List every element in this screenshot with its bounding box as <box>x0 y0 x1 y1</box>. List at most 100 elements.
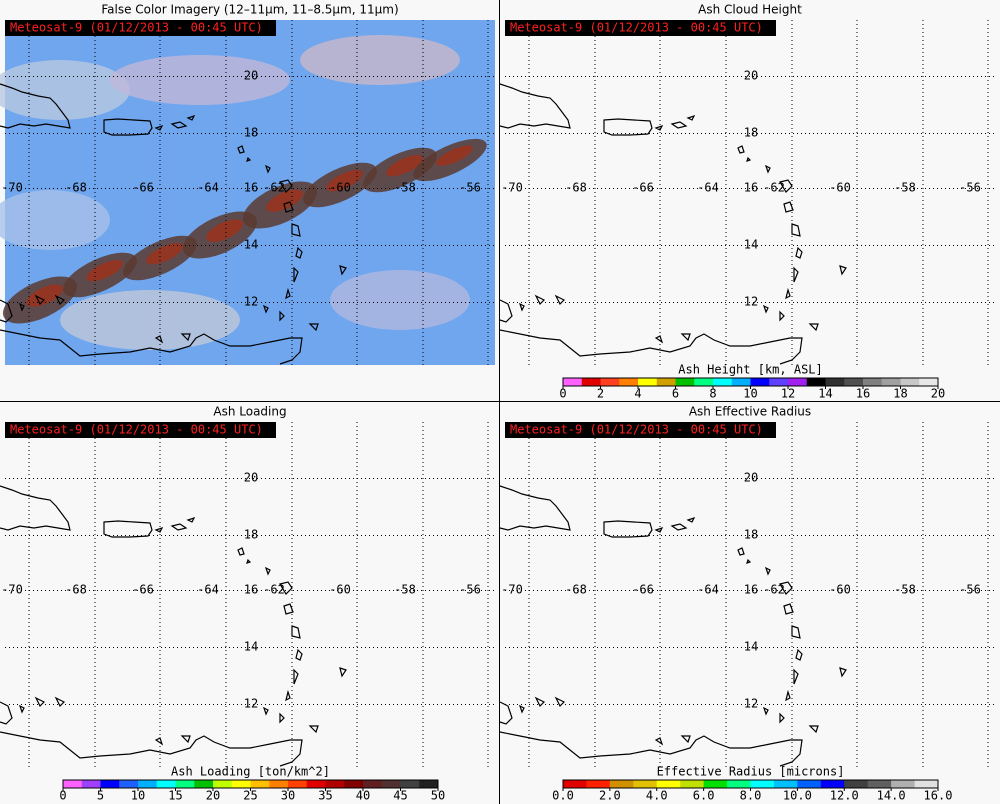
colorbar-tick-label: 10 <box>743 387 757 401</box>
coastline <box>0 485 347 767</box>
panel-title: Ash Loading <box>213 405 286 419</box>
colorbar-segment <box>400 780 420 788</box>
lat-label: 12 <box>244 697 258 711</box>
lat-label: 18 <box>244 528 258 542</box>
colorbar-tick-label: 40 <box>356 789 370 803</box>
colorbar-segment <box>306 780 326 788</box>
colorbar-segment <box>694 378 714 386</box>
colorbar-tick-label: 0 <box>559 387 566 401</box>
lon-label: -62 <box>763 181 785 195</box>
colorbar-segment <box>419 780 439 788</box>
colorbar-tick-label: 10.0 <box>783 789 812 803</box>
lon-label: -60 <box>329 181 351 195</box>
colorbar-segment <box>820 780 845 788</box>
cloud <box>0 190 110 250</box>
lat-label: 20 <box>244 471 258 485</box>
colorbar-tick-label: 2 <box>597 387 604 401</box>
lon-label: -58 <box>394 583 416 597</box>
lon-label: -62 <box>263 583 285 597</box>
lon-label: -64 <box>697 583 719 597</box>
coastline <box>499 485 847 767</box>
lon-label: -66 <box>632 181 654 195</box>
colorbar-segment <box>656 378 676 386</box>
lon-label: -58 <box>394 181 416 195</box>
lon-label: -56 <box>959 181 981 195</box>
lon-label: -66 <box>132 181 154 195</box>
colorbar-tick-label: 16 <box>856 387 870 401</box>
colorbar-segment <box>619 378 639 386</box>
colorbar-segment <box>231 780 251 788</box>
panel: False Color Imagery (12–11μm, 11–8.5μm, … <box>0 3 495 365</box>
lon-label: -70 <box>501 583 523 597</box>
colorbar-tick-label: 10 <box>131 789 145 803</box>
colorbar-segment <box>680 780 704 788</box>
lat-label: 12 <box>744 295 758 309</box>
colorbar-label: Ash Height [km, ASL] <box>678 363 823 377</box>
colorbar-segment <box>788 378 808 386</box>
lon-label: -58 <box>894 583 916 597</box>
colorbar-tick-label: 8.0 <box>740 789 762 803</box>
lon-label: -56 <box>459 583 481 597</box>
colorbar-segment <box>703 780 728 788</box>
panel-title: Ash Cloud Height <box>698 3 802 17</box>
lat-label: 14 <box>244 238 258 252</box>
colorbar-tick-label: 2.0 <box>599 789 621 803</box>
colorbar-segment <box>288 780 308 788</box>
colorbar-segment <box>881 378 901 386</box>
stamp: Meteosat-9 (01/12/2013 - 00:45 UTC) <box>510 423 763 437</box>
cloud <box>110 55 290 105</box>
ash-core <box>26 284 64 307</box>
colorbar-segment <box>727 780 751 788</box>
colorbar-tick-label: 30 <box>281 789 295 803</box>
panel: Ash Loading -70 -68 -66 -64 -62 -60 -58 -56 20 18 1… <box>0 405 495 803</box>
colorbar-segment <box>269 780 289 788</box>
lon-label: -62 <box>763 583 785 597</box>
colorbar-segment <box>769 378 789 386</box>
lon-label: -68 <box>565 181 587 195</box>
lat-label: 16 <box>244 181 258 195</box>
colorbar-tick-label: 18 <box>893 387 907 401</box>
colorbar-tick-label: 4.0 <box>646 789 668 803</box>
ash-core <box>206 219 244 242</box>
colorbar-tick-label: 50 <box>431 789 445 803</box>
colorbar-segment <box>100 780 120 788</box>
colorbar-segment <box>138 780 158 788</box>
colorbar-segment <box>638 378 658 386</box>
colorbar-tick-label: 12.0 <box>830 789 859 803</box>
colorbar-segment <box>891 780 915 788</box>
colorbar-tick-label: 35 <box>318 789 332 803</box>
stamp: Meteosat-9 (01/12/2013 - 00:45 UTC) <box>510 21 763 35</box>
colorbar-segment <box>656 780 681 788</box>
colorbar-segment <box>773 780 798 788</box>
colorbar-tick-label: 15 <box>168 789 182 803</box>
colorbar-segment <box>633 780 658 788</box>
lon-label: -68 <box>65 583 87 597</box>
lon-label: -68 <box>565 583 587 597</box>
stamp: Meteosat-9 (01/12/2013 - 00:45 UTC) <box>10 21 263 35</box>
lon-label: -60 <box>829 583 851 597</box>
lat-label: 16 <box>744 181 758 195</box>
coastline <box>499 83 847 365</box>
ash-core <box>326 169 363 192</box>
colorbar-segment <box>156 780 176 788</box>
panel-title: Ash Effective Radius <box>689 405 811 419</box>
lon-label: -58 <box>894 181 916 195</box>
panel-title: False Color Imagery (12–11μm, 11–8.5μm, … <box>101 3 398 17</box>
colorbar-segment <box>675 378 695 386</box>
colorbar-tick-label: 20 <box>931 387 945 401</box>
colorbar-segment <box>797 780 822 788</box>
lon-label: -64 <box>197 583 219 597</box>
colorbar-tick-label: 6.0 <box>693 789 715 803</box>
colorbar-segment <box>563 378 583 386</box>
colorbar-segment <box>825 378 845 386</box>
colorbar-segment <box>581 378 601 386</box>
lat-label: 14 <box>744 640 758 654</box>
lon-label: -62 <box>263 181 285 195</box>
colorbar-tick-label: 25 <box>243 789 257 803</box>
cloud <box>330 270 470 330</box>
colorbar-segment <box>363 780 383 788</box>
lat-label: 12 <box>744 697 758 711</box>
stamp: Meteosat-9 (01/12/2013 - 00:45 UTC) <box>10 423 263 437</box>
colorbar-segment <box>844 378 864 386</box>
ash-core <box>436 145 473 166</box>
